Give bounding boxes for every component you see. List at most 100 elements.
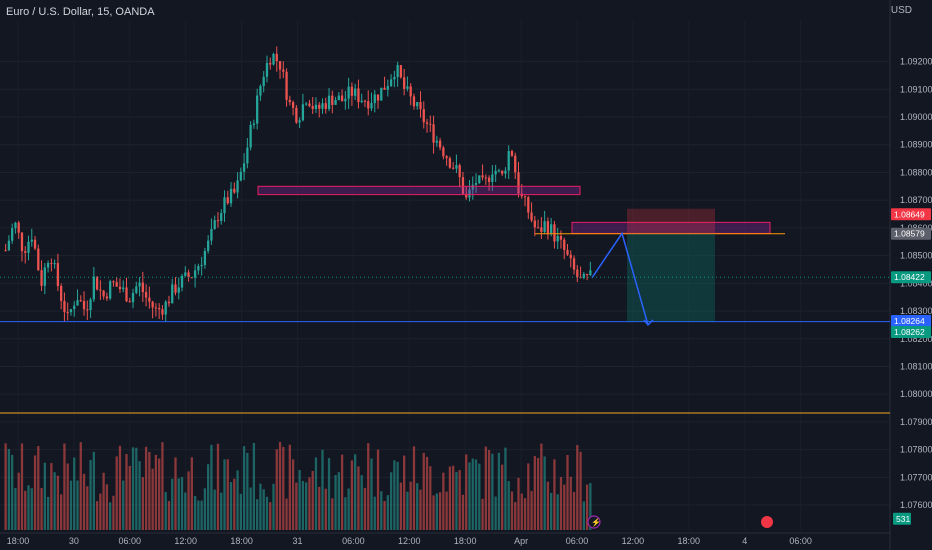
volume-bar [46, 496, 50, 530]
candle [118, 286, 122, 290]
candle [527, 197, 530, 213]
volume-bar [406, 491, 409, 530]
volume-bar [184, 492, 187, 530]
y-tick-label: 1.09000 [900, 112, 932, 122]
volume-bar [239, 493, 242, 530]
volume-bar [138, 461, 141, 530]
candle [95, 276, 99, 290]
x-tick-label: 18:00 [454, 536, 477, 546]
volume-bar [282, 446, 285, 530]
candle [99, 289, 102, 291]
volume-bar [285, 498, 288, 530]
stop-loss-zone [627, 208, 715, 234]
candle [386, 85, 389, 90]
volume-bar [347, 488, 350, 530]
candle [216, 220, 220, 222]
candle [406, 86, 409, 89]
candle [73, 305, 76, 310]
candle [566, 249, 569, 255]
candle [448, 158, 452, 168]
volume-bar [265, 496, 269, 530]
candle [105, 296, 109, 299]
volume-bar [79, 442, 82, 530]
x-tick-label: 12:00 [398, 536, 421, 546]
candle [536, 227, 540, 229]
candle [151, 301, 154, 308]
candle [523, 196, 527, 198]
volume-bar [30, 488, 33, 530]
x-tick-label: 12:00 [622, 536, 645, 546]
candle [340, 95, 344, 102]
volume-bar [429, 466, 432, 530]
price-tag [891, 315, 931, 328]
volume-bar [275, 449, 278, 530]
candle [576, 269, 579, 277]
candle [190, 277, 193, 279]
volume-bar [579, 451, 582, 530]
x-tick-label: 06:00 [342, 536, 365, 546]
candle [442, 147, 445, 157]
candle [403, 77, 406, 89]
volume-bar [438, 492, 442, 530]
candle [514, 155, 517, 173]
candle [468, 189, 471, 198]
candle [347, 86, 350, 99]
candle [308, 103, 311, 107]
volume-bar [226, 459, 229, 530]
volume-bar [105, 484, 109, 530]
candle [419, 102, 422, 110]
x-tick-label: Apr [514, 536, 528, 546]
candle [20, 232, 24, 252]
volume-bar [327, 458, 331, 530]
candle [465, 193, 468, 198]
volume-bar [4, 443, 7, 530]
candle [40, 270, 43, 286]
volume-bar [589, 483, 592, 530]
volume-bar [527, 463, 530, 530]
candle [177, 287, 180, 293]
candle [92, 276, 95, 300]
volume-bar [566, 455, 569, 530]
candle [239, 171, 242, 181]
candle [455, 165, 458, 169]
volume-bar [86, 486, 89, 530]
candle [102, 290, 105, 297]
candle [180, 275, 184, 288]
candle [46, 262, 50, 268]
candle [30, 239, 33, 242]
candle [314, 104, 318, 109]
volume-bar [125, 454, 128, 530]
candle [246, 147, 249, 164]
x-tick-label: 18:00 [678, 536, 701, 546]
candle [161, 309, 164, 315]
volume-bar [350, 460, 354, 530]
candle [66, 312, 69, 314]
volume-bar [7, 448, 11, 530]
volume-bar [507, 481, 510, 530]
candle [501, 170, 504, 174]
y-tick-label: 1.08200 [900, 334, 932, 344]
candle [461, 177, 465, 194]
candle [550, 224, 553, 234]
volume-bar [393, 460, 396, 530]
candle [242, 163, 246, 172]
price-tag-label: 1.08422 [894, 272, 925, 282]
volume-bar [376, 449, 380, 530]
x-tick-label: 30 [69, 536, 79, 546]
price-tag [891, 326, 931, 339]
candle [27, 241, 30, 253]
volume-bar [572, 491, 576, 530]
candle [324, 103, 327, 109]
volume-bar [262, 489, 265, 530]
candle [4, 250, 7, 252]
candle [33, 239, 37, 249]
volume-bar [115, 456, 118, 530]
y-tick-label: 1.08500 [900, 251, 932, 261]
candle [435, 140, 438, 143]
volume-bar [484, 446, 487, 530]
candle [43, 267, 46, 286]
volume-tag-label: 531 [896, 514, 910, 524]
candle [154, 307, 158, 309]
candle [164, 301, 167, 315]
